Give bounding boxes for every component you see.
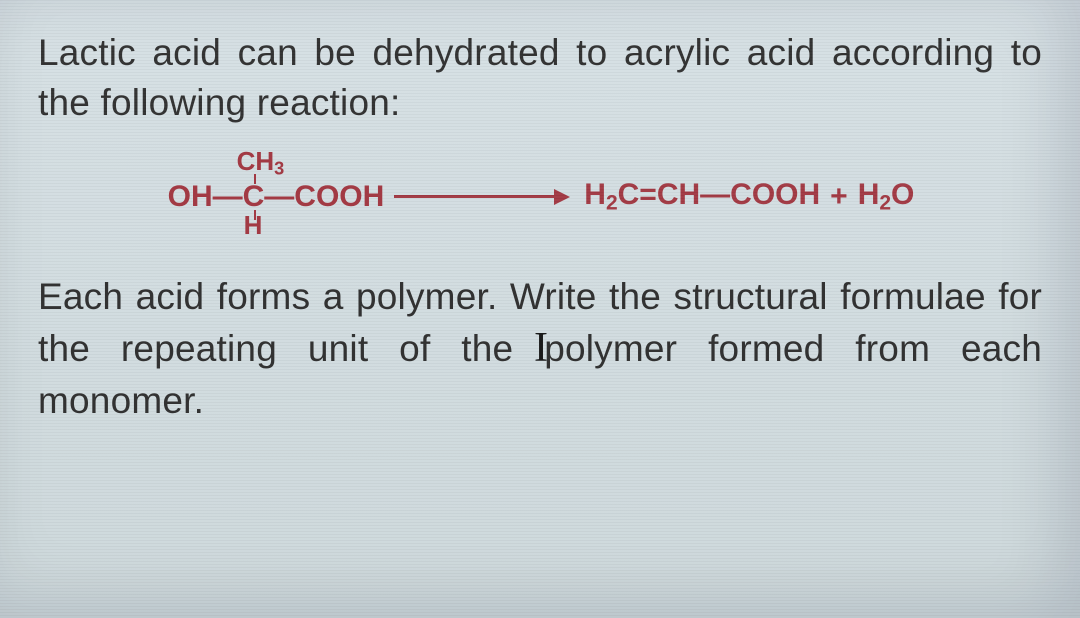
lactic-acid-structure: CH3 OH—C—COOH H [166,182,387,212]
reactant-top-num: 3 [274,158,284,178]
water-left: H [858,178,880,211]
reactant-top-label: CH [237,146,275,176]
bond-top [254,174,256,184]
plus-sign: + [830,180,848,214]
intro-paragraph: Lactic acid can be dehydrated to acrylic… [38,28,1042,128]
reactant-left: OH [168,180,213,213]
reactant-bottom-substituent: H [244,212,263,238]
arrow-head-icon [554,189,570,205]
water-left-num: 2 [879,191,891,214]
question-text: Each acid forms a polymer. Write the str… [38,276,1042,421]
acrylic-acid-formula: H2C=CH—COOH [584,178,820,215]
reaction-scheme: CH3 OH—C—COOH H H2C=CH—COOH + H2O [38,178,1042,215]
water-formula: H2O [858,178,915,215]
reaction-arrow [394,189,570,205]
question-paragraph: Each acid forms a polymer. Write the str… [38,271,1042,426]
product-left: H [584,178,606,211]
water-right: O [891,178,914,211]
chem-row: CH3 OH—C—COOH H H2C=CH—COOH + H2O [166,178,915,215]
product-mid: C=CH [618,178,701,211]
arrow-shaft [394,195,554,198]
reactant-center: C [243,180,265,213]
reactant-right: COOH [294,180,384,213]
reactant-top-substituent: CH3 [237,148,285,178]
product-left-num: 2 [606,191,618,214]
product-right: COOH [730,178,820,211]
